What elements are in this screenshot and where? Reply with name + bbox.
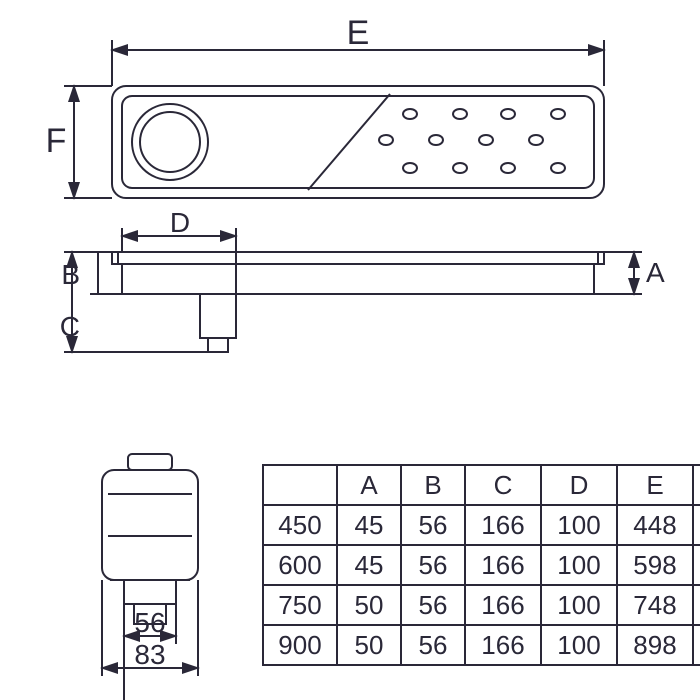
diagram-canvas: EFDABC5683 ABCDEF45045561661004481486004… xyxy=(0,0,700,700)
table-cell: 100 xyxy=(541,545,617,585)
table-cell: 45 xyxy=(337,545,401,585)
table-cell: 166 xyxy=(465,545,541,585)
table-row-header: 600 xyxy=(263,545,337,585)
table-row: 4504556166100448148 xyxy=(263,505,700,545)
table-cell: 148 xyxy=(693,505,700,545)
dimension-table: ABCDEF4504556166100448148600455616610059… xyxy=(262,464,700,666)
table-row: 9005056166100898148 xyxy=(263,625,700,665)
table-row: 7505056166100748148 xyxy=(263,585,700,625)
table-col-B: B xyxy=(401,465,465,505)
table-row-header: 900 xyxy=(263,625,337,665)
table-cell: 748 xyxy=(617,585,693,625)
table-cell: 45 xyxy=(337,505,401,545)
table-col-F: F xyxy=(693,465,700,505)
table-cell: 100 xyxy=(541,625,617,665)
table-cell: 56 xyxy=(401,545,465,585)
table-cell: 598 xyxy=(617,545,693,585)
svg-text:D: D xyxy=(170,207,190,238)
svg-text:56: 56 xyxy=(134,607,165,638)
svg-text:A: A xyxy=(646,257,665,288)
table-cell: 148 xyxy=(693,585,700,625)
table-cell: 166 xyxy=(465,585,541,625)
table-col-C: C xyxy=(465,465,541,505)
table-cell: 50 xyxy=(337,625,401,665)
table-cell: 56 xyxy=(401,625,465,665)
table-cell: 56 xyxy=(401,505,465,545)
table-cell: 448 xyxy=(617,505,693,545)
table-row-header: 750 xyxy=(263,585,337,625)
table-corner xyxy=(263,465,337,505)
table-row: 6004556166100598148 xyxy=(263,545,700,585)
svg-text:B: B xyxy=(61,259,80,290)
table-col-A: A xyxy=(337,465,401,505)
table-cell: 100 xyxy=(541,505,617,545)
table-cell: 166 xyxy=(465,505,541,545)
svg-text:83: 83 xyxy=(134,639,165,670)
svg-text:C: C xyxy=(60,311,80,342)
table-cell: 100 xyxy=(541,585,617,625)
table-cell: 50 xyxy=(337,585,401,625)
table-cell: 898 xyxy=(617,625,693,665)
svg-text:F: F xyxy=(46,122,67,160)
table-cell: 166 xyxy=(465,625,541,665)
table-cell: 56 xyxy=(401,585,465,625)
table-row-header: 450 xyxy=(263,505,337,545)
table-col-D: D xyxy=(541,465,617,505)
svg-text:E: E xyxy=(347,14,370,52)
table-col-E: E xyxy=(617,465,693,505)
table-cell: 148 xyxy=(693,625,700,665)
table-cell: 148 xyxy=(693,545,700,585)
